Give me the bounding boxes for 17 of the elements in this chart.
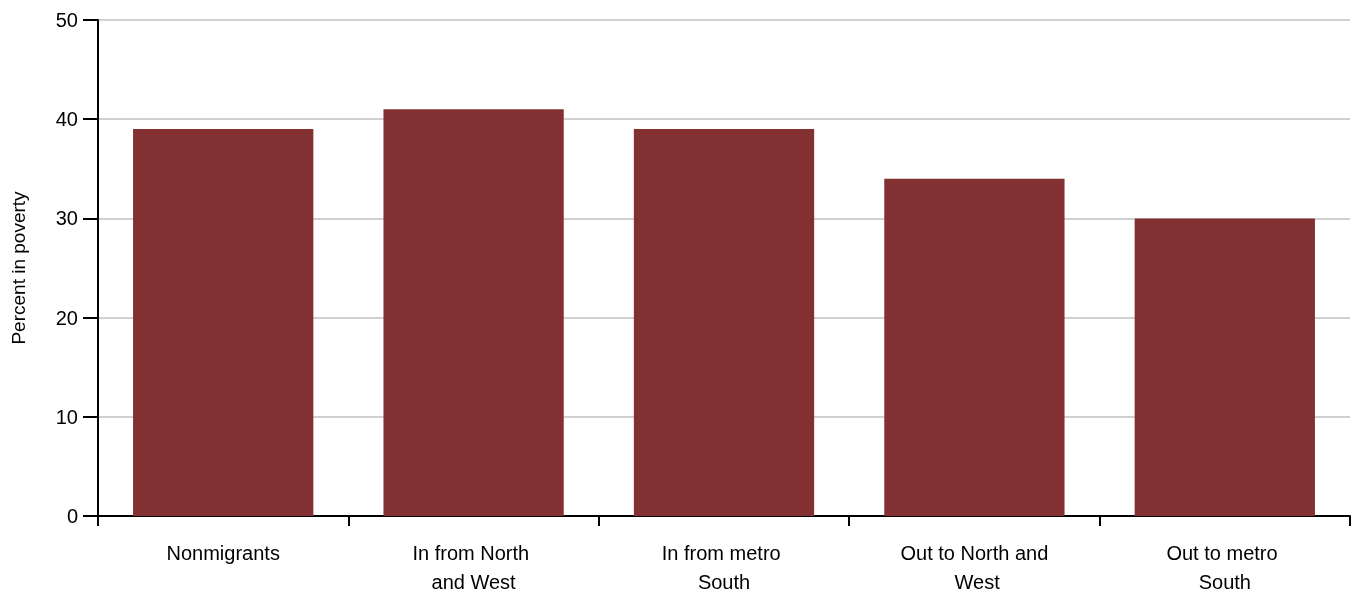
bar [133, 129, 314, 516]
y-tick-label: 10 [55, 405, 78, 428]
bar [633, 129, 815, 516]
x-tick-label: Out to North and West [900, 541, 1049, 593]
x-tick-label: Nonmigrants [166, 541, 280, 564]
bar [1134, 218, 1315, 516]
x-tick-label: In from metro South [661, 541, 787, 593]
y-tick-label: 30 [55, 207, 78, 230]
y-tick-label: 20 [55, 306, 78, 329]
x-tick-label: Out to metro South [1166, 541, 1284, 593]
y-tick-label: 40 [55, 108, 78, 131]
x-tick-label: In from North and West [412, 541, 535, 593]
y-axis-title: Percent in poverty [8, 190, 29, 345]
bar [383, 109, 564, 516]
y-tick-label: 50 [55, 9, 78, 31]
y-tick-label: 0 [66, 505, 78, 527]
bar [884, 178, 1065, 516]
